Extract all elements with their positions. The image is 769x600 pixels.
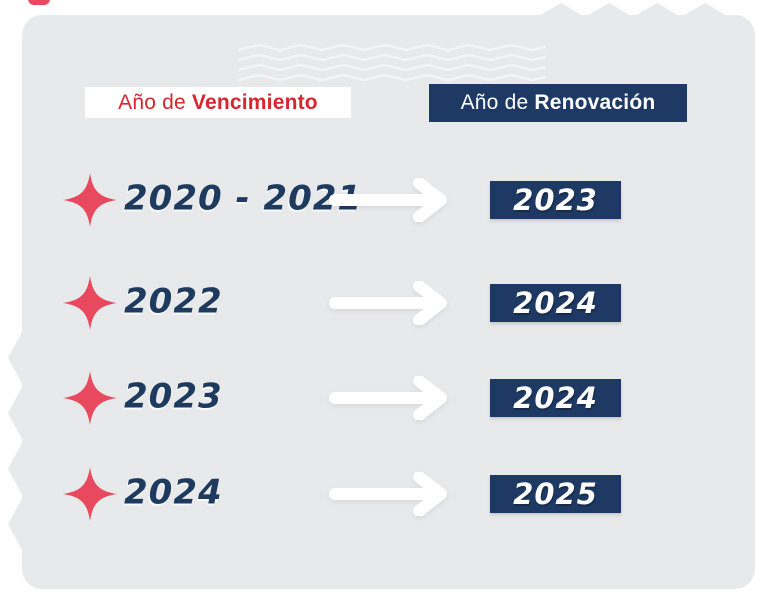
sparkle-star-icon bbox=[63, 173, 117, 227]
renewal-column-header: Año de Renovación bbox=[429, 84, 687, 122]
right-arrow-icon bbox=[329, 376, 447, 420]
expiration-year-label: 2023 bbox=[124, 376, 223, 417]
mapping-row: 2023 2024 bbox=[22, 368, 755, 428]
wave-lines-icon bbox=[238, 43, 546, 82]
renewal-year-badge: 2023 bbox=[490, 181, 621, 219]
renewal-year-label: 2025 bbox=[513, 477, 598, 511]
renewal-header-emphasis: Renovación bbox=[534, 91, 656, 114]
expiration-year-label: 2022 bbox=[124, 281, 223, 322]
right-arrow-icon bbox=[329, 281, 447, 325]
renewal-year-label: 2024 bbox=[513, 286, 598, 320]
expiration-column-header: Año de Vencimiento bbox=[85, 87, 351, 118]
renewal-year-label: 2023 bbox=[513, 183, 598, 217]
right-arrow-icon bbox=[329, 178, 447, 222]
zigzag-edge-left-icon bbox=[8, 330, 23, 552]
mapping-row: 2020 - 2021 2023 bbox=[22, 170, 755, 230]
renewal-year-label: 2024 bbox=[513, 381, 598, 415]
infographic-card: Año de Vencimiento Año de Renovación 202… bbox=[8, 3, 755, 589]
renewal-year-badge: 2025 bbox=[490, 475, 621, 513]
renewal-year-badge: 2024 bbox=[490, 284, 621, 322]
mapping-row: 2022 2024 bbox=[22, 273, 755, 333]
expiration-header-prefix: Año de bbox=[118, 90, 186, 114]
expiration-header-emphasis: Vencimiento bbox=[191, 90, 318, 114]
right-arrow-icon bbox=[329, 472, 447, 516]
renewal-header-prefix: Año de bbox=[460, 91, 529, 114]
zigzag-edge-top-icon bbox=[537, 3, 729, 17]
sparkle-star-icon bbox=[63, 371, 117, 425]
mapping-row: 2024 2025 bbox=[22, 464, 755, 524]
red-dot-decoration bbox=[28, 0, 50, 5]
sparkle-star-icon bbox=[63, 467, 117, 521]
expiration-year-label: 2020 - 2021 bbox=[124, 178, 363, 219]
expiration-year-label: 2024 bbox=[124, 472, 223, 513]
renewal-year-badge: 2024 bbox=[490, 379, 621, 417]
sparkle-star-icon bbox=[63, 276, 117, 330]
